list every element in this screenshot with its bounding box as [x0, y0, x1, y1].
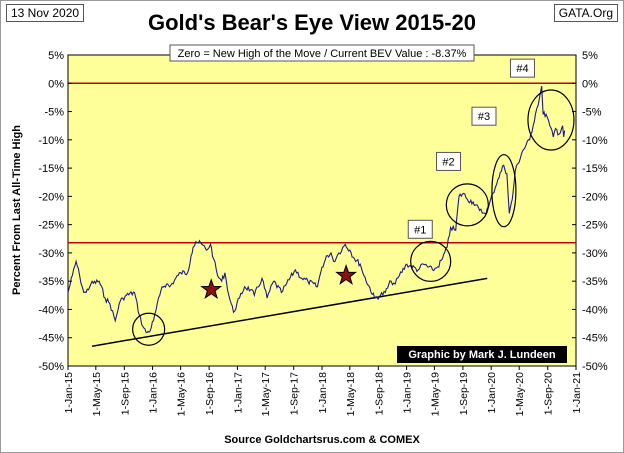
chart-title: Gold's Bear's Eye View 2015-20	[147, 10, 477, 35]
star-marker-1	[200, 278, 223, 300]
highlight-circle-3	[445, 183, 489, 227]
y-tick-label-left: 0%	[48, 78, 64, 90]
y-tick-label-right: -30%	[582, 248, 608, 260]
x-tick-label: 1-May-18	[345, 372, 357, 417]
x-tick-label: 1-Jan-17	[232, 372, 244, 414]
y-tick-label-left: -5%	[44, 107, 64, 119]
credit-label: Graphic by Mark J. Lundeen	[408, 349, 556, 361]
y-tick-label-right: -25%	[582, 220, 608, 232]
x-tick-label: 1-Jan-15	[63, 372, 75, 414]
support-trend-line	[91, 277, 488, 347]
y-tick-label-right: -40%	[582, 304, 608, 316]
y-tick-label-left: -40%	[38, 304, 64, 316]
x-tick-label: 1-May-19	[429, 372, 441, 417]
highlight-circle-5	[527, 89, 575, 151]
x-tick-label: 1-May-15	[91, 372, 103, 417]
x-tick-label: 1-Sep-18	[373, 372, 385, 415]
y-tick-label-left: -15%	[38, 163, 64, 175]
x-tick-label: 1-Sep-19	[458, 372, 470, 415]
y-tick-label-left: -45%	[38, 333, 64, 345]
annotation-box-2	[436, 151, 462, 171]
highlight-circle-2	[410, 240, 452, 282]
y-tick-label-left: -20%	[38, 191, 64, 203]
bev-series-line	[67, 85, 566, 334]
brand-label: GATA.Org	[553, 4, 618, 22]
x-tick-label: 1-Jan-21	[571, 372, 583, 414]
x-tick-label: 1-Jan-20	[486, 372, 498, 414]
y-tick-label-left: -10%	[38, 135, 64, 147]
y-tick-label-right: -35%	[582, 276, 608, 288]
date-label: 13 Nov 2020	[6, 4, 85, 22]
annotation-box-1	[407, 219, 433, 239]
star-marker-2	[335, 263, 358, 285]
annotation-box-3	[471, 106, 497, 126]
annotation-label-4: #4	[516, 63, 528, 75]
annotation-label-3: #3	[478, 111, 490, 123]
x-tick-label: 1-Jan-16	[148, 372, 160, 414]
x-tick-label: 1-Sep-17	[289, 372, 301, 415]
y-tick-label-left: -35%	[38, 276, 64, 288]
credit-box	[397, 346, 567, 363]
y-tick-label-right: -45%	[582, 333, 608, 345]
y-tick-label-left: -25%	[38, 220, 64, 232]
y-tick-label-right: -20%	[582, 191, 608, 203]
x-tick-label: 1-Sep-15	[119, 372, 131, 415]
x-tick-label: 1-May-16	[176, 372, 188, 417]
x-tick-label: 1-Sep-20	[543, 372, 555, 415]
y-tick-label-right: 0%	[582, 78, 598, 90]
x-tick-label: 1-May-20	[514, 372, 526, 417]
y-tick-label-right: 5%	[582, 50, 598, 62]
y-tick-label-right: -10%	[582, 135, 608, 147]
y-tick-label-left: -30%	[38, 248, 64, 260]
highlight-circle-4	[491, 154, 517, 228]
y-tick-label-right: -15%	[582, 163, 608, 175]
y-tick-label-left: -50%	[38, 361, 64, 373]
highlight-circle-1	[132, 312, 166, 346]
x-tick-label: 1-Jan-18	[317, 372, 329, 414]
subtitle: Zero = New High of the Move / Current BE…	[178, 48, 467, 60]
annotation-label-2: #2	[442, 156, 454, 168]
x-tick-label: 1-Sep-16	[204, 372, 216, 415]
plot-area	[67, 54, 577, 367]
annotation-box-4	[509, 58, 535, 78]
y-axis-label: Percent From Last All-Time High	[11, 125, 23, 295]
y-tick-label-right: -50%	[582, 361, 608, 373]
x-tick-label: 1-May-17	[260, 372, 272, 417]
annotation-label-1: #1	[414, 224, 426, 236]
y-tick-label-right: -5%	[582, 107, 602, 119]
y-tick-label-left: 5%	[48, 50, 64, 62]
source-label: Source Goldchartsrus.com & COMEX	[224, 434, 420, 446]
x-tick-label: 1-Jan-19	[402, 372, 414, 414]
subtitle-box	[169, 44, 475, 62]
